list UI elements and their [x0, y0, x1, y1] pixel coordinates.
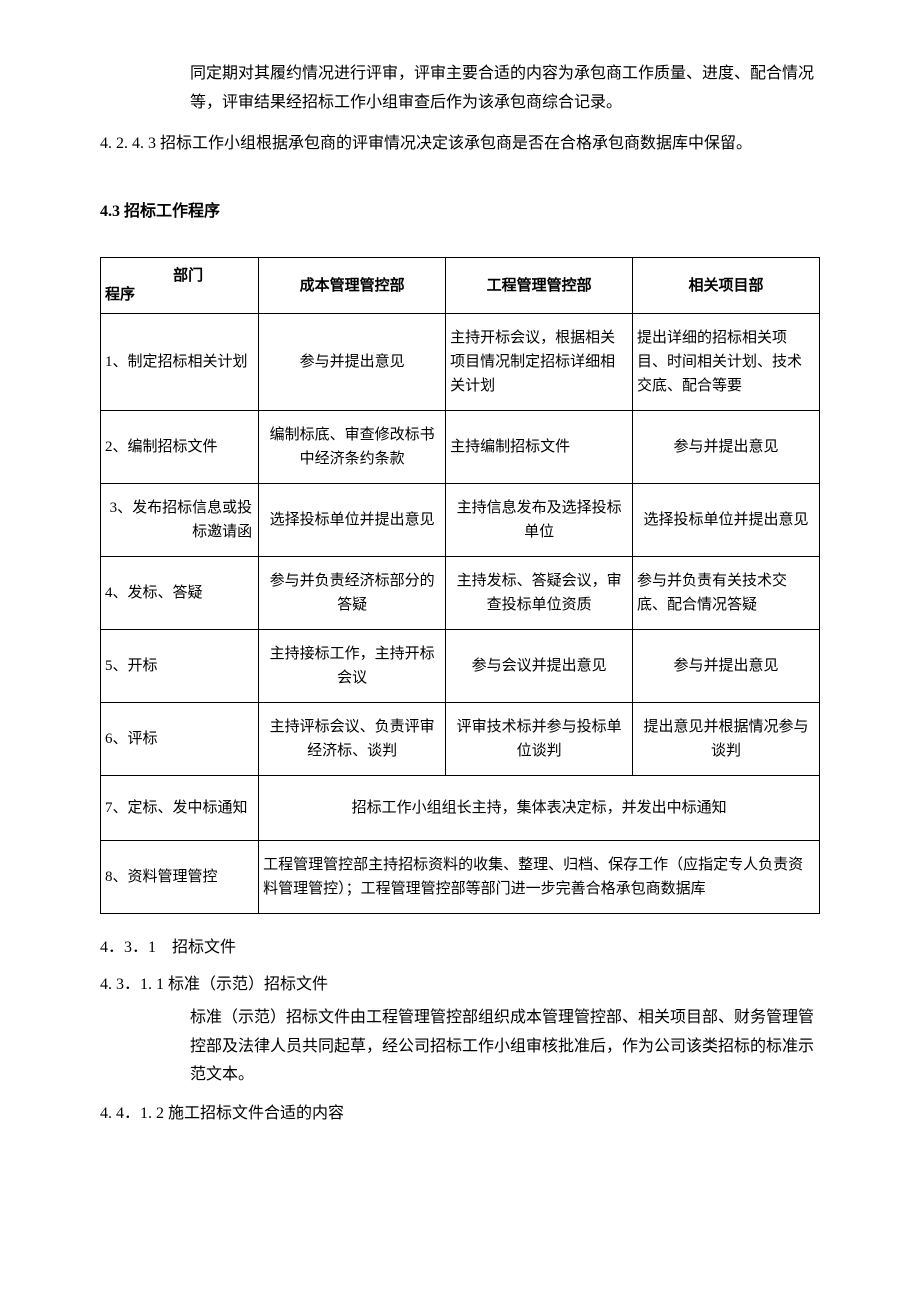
clause-4-4-1-2: 4. 4．1. 2 施工招标文件合适的内容 — [100, 1100, 820, 1129]
table-row: 8、资料管理管控 工程管理管控部主持招标资料的收集、整理、归档、保存工作（应指定… — [101, 841, 820, 914]
header-department-label: 部门 — [173, 264, 203, 288]
header-procedure-label: 程序 — [105, 283, 135, 307]
clause-4-3-1: 4．3．1 招标文件 — [100, 934, 820, 963]
row4-cost: 参与并负责经济标部分的答疑 — [259, 557, 446, 630]
header-col-project: 相关项目部 — [633, 258, 820, 314]
table-row: 4、发标、答疑 参与并负责经济标部分的答疑 主持发标、答疑会议，审查投标单位资质… — [101, 557, 820, 630]
table-row: 3、发布招标信息或投标邀请函 选择投标单位并提出意见 主持信息发布及选择投标单位… — [101, 484, 820, 557]
header-diagonal: 部门 程序 — [101, 258, 259, 314]
header-col-cost: 成本管理管控部 — [259, 258, 446, 314]
table-row: 6、评标 主持评标会议、负责评审经济标、谈判 评审技术标并参与投标单位谈判 提出… — [101, 703, 820, 776]
row1-eng: 主持开标会议，根据相关项目情况制定招标详细相关计划 — [446, 314, 633, 411]
row3-step: 3、发布招标信息或投标邀请函 — [101, 484, 259, 557]
row3-proj: 选择投标单位并提出意见 — [633, 484, 820, 557]
row5-eng: 参与会议并提出意见 — [446, 630, 633, 703]
row3-cost: 选择投标单位并提出意见 — [259, 484, 446, 557]
table-row: 7、定标、发中标通知 招标工作小组组长主持，集体表决定标，并发出中标通知 — [101, 776, 820, 841]
table-header-row: 部门 程序 成本管理管控部 工程管理管控部 相关项目部 — [101, 258, 820, 314]
header-col-engineering: 工程管理管控部 — [446, 258, 633, 314]
row8-step: 8、资料管理管控 — [101, 841, 259, 914]
table-row: 1、制定招标相关计划 参与并提出意见 主持开标会议，根据相关项目情况制定招标详细… — [101, 314, 820, 411]
row7-merged: 招标工作小组组长主持，集体表决定标，并发出中标通知 — [259, 776, 820, 841]
row2-cost: 编制标底、审查修改标书中经济条约条款 — [259, 411, 446, 484]
row2-eng: 主持编制招标文件 — [446, 411, 633, 484]
row5-step: 5、开标 — [101, 630, 259, 703]
row6-step: 6、评标 — [101, 703, 259, 776]
row5-cost: 主持接标工作，主持开标会议 — [259, 630, 446, 703]
row4-step: 4、发标、答疑 — [101, 557, 259, 630]
row3-eng: 主持信息发布及选择投标单位 — [446, 484, 633, 557]
table-row: 2、编制招标文件 编制标底、审查修改标书中经济条约条款 主持编制招标文件 参与并… — [101, 411, 820, 484]
clause-4-3-1-1-body: 标准（示范）招标文件由工程管理管控部组织成本管理管控部、相关项目部、财务管理管控… — [100, 1004, 820, 1090]
section-4-3-title: 4.3 招标工作程序 — [100, 198, 820, 227]
row1-proj: 提出详细的招标相关项目、时间相关计划、技术交底、配合等要 — [633, 314, 820, 411]
row6-proj: 提出意见并根据情况参与谈判 — [633, 703, 820, 776]
table-row: 5、开标 主持接标工作，主持开标会议 参与会议并提出意见 参与并提出意见 — [101, 630, 820, 703]
row1-step: 1、制定招标相关计划 — [101, 314, 259, 411]
row7-step: 7、定标、发中标通知 — [101, 776, 259, 841]
row4-proj: 参与并负责有关技术交底、配合情况答疑 — [633, 557, 820, 630]
clause-number: 4. 2. 4. 3 — [100, 135, 156, 152]
row6-eng: 评审技术标并参与投标单位谈判 — [446, 703, 633, 776]
intro-paragraph-2: 4. 2. 4. 3 招标工作小组根据承包商的评审情况决定该承包商是否在合格承包… — [100, 130, 820, 159]
row2-proj: 参与并提出意见 — [633, 411, 820, 484]
row8-merged: 工程管理管控部主持招标资料的收集、整理、归档、保存工作（应指定专人负责资料管理管… — [259, 841, 820, 914]
row2-step: 2、编制招标文件 — [101, 411, 259, 484]
clause-4-3-1-1: 4. 3．1. 1 标准（示范）招标文件 — [100, 971, 820, 1000]
row4-eng: 主持发标、答疑会议，审查投标单位资质 — [446, 557, 633, 630]
intro-paragraph-1: 同定期对其履约情况进行评审，评审主要合适的内容为承包商工作质量、进度、配合情况等… — [100, 60, 820, 118]
row6-cost: 主持评标会议、负责评审经济标、谈判 — [259, 703, 446, 776]
row1-cost: 参与并提出意见 — [259, 314, 446, 411]
bidding-procedure-table: 部门 程序 成本管理管控部 工程管理管控部 相关项目部 1、制定招标相关计划 参… — [100, 257, 820, 914]
clause-text: 招标工作小组根据承包商的评审情况决定该承包商是否在合格承包商数据库中保留。 — [156, 135, 752, 152]
row5-proj: 参与并提出意见 — [633, 630, 820, 703]
